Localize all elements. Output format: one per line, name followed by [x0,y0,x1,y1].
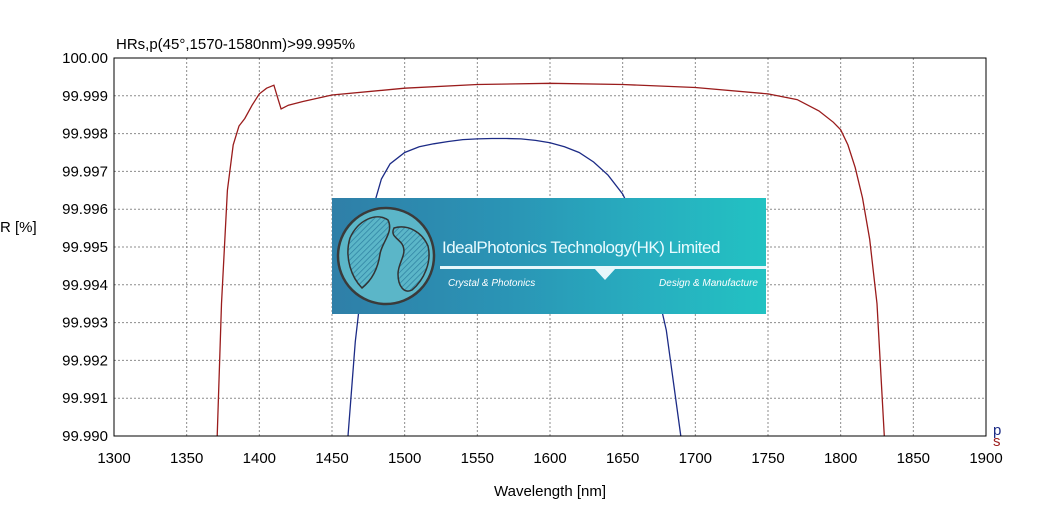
x-axis-label: Wavelength [nm] [494,483,606,500]
watermark-logo: IdealPhotonics Technology(HK) Limited Cr… [332,198,766,314]
x-tick-label: 1700 [679,450,712,467]
x-tick-label: 1300 [97,450,130,467]
x-tick-label: 1750 [751,450,784,467]
x-axis-ticks: 1300 1350 1400 1450 1500 1550 1600 1650 1700 1750… [97,450,1002,467]
x-tick-label: 1350 [170,450,203,467]
tagline-left: Crystal & Photonics [448,278,536,289]
tagline-right: Design & Manufacture [659,278,758,289]
logo-divider [440,266,766,269]
y-axis-ticks: 100.00 99.999 99.998 99.997 99.996 99.995 99.9… [62,50,108,445]
y-tick-label: 99.996 [62,201,108,218]
y-tick-label: 99.994 [62,277,108,294]
y-tick-label: 99.995 [62,239,108,256]
legend-entry-s: s [993,433,1001,450]
y-tick-label: 99.990 [62,428,108,445]
series-layer [216,82,885,437]
plot-frame [113,57,987,437]
y-tick-label: 99.997 [62,163,108,180]
y-tick-label: 99.998 [62,126,108,143]
globe-icon [336,206,436,306]
x-tick-label: 1900 [969,450,1002,467]
series-line-s [216,82,885,437]
x-tick-label: 1600 [533,450,566,467]
y-tick-label: 99.993 [62,315,108,332]
series-line-p [347,137,682,437]
company-name: IdealPhotonics Technology(HK) Limited [442,238,720,257]
chart-title: HRs,p(45°,1570-1580nm)>99.995% [116,36,355,53]
x-tick-label: 1850 [897,450,930,467]
x-tick-label: 1800 [824,450,857,467]
logo-notch [594,268,616,280]
y-axis-label: R [%] [0,219,37,236]
x-tick-label: 1650 [606,450,639,467]
x-tick-label: 1550 [461,450,494,467]
y-tick-label: 100.00 [62,50,108,67]
legend-entry-p: p [993,422,1001,439]
x-tick-label: 1500 [388,450,421,467]
y-tick-label: 99.999 [62,88,108,105]
y-tick-label: 99.991 [62,390,108,407]
y-tick-label: 99.992 [62,352,108,369]
x-tick-label: 1400 [243,450,276,467]
x-tick-label: 1450 [315,450,348,467]
